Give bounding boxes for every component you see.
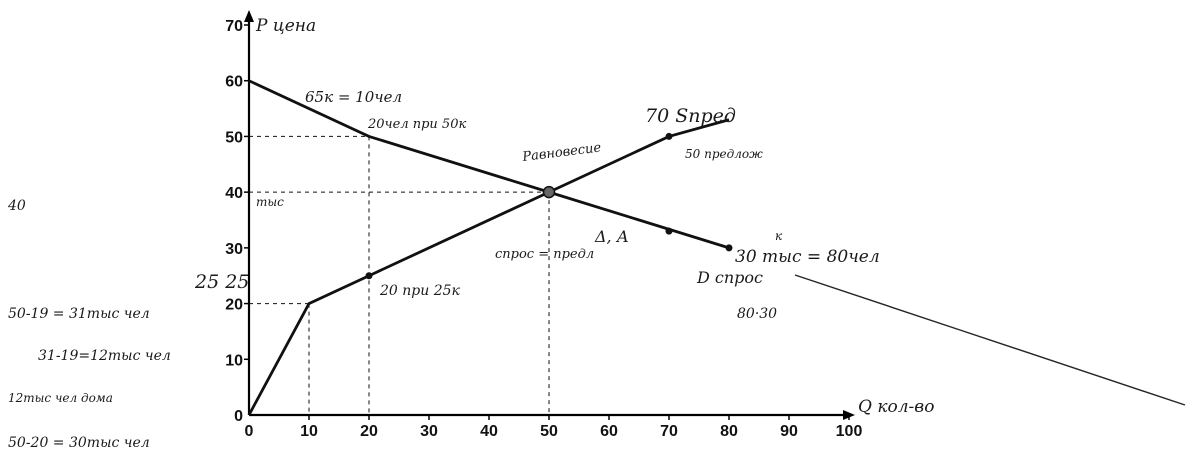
note-delta: Δ, А	[594, 227, 629, 246]
side-note: 31-19=12тыс чел	[38, 348, 171, 364]
demand-curve	[248, 79, 730, 250]
side-note: 40	[7, 198, 26, 214]
curve-point	[665, 132, 673, 140]
pen-stroke	[794, 274, 1186, 406]
x-tick-label: 50	[540, 423, 558, 440]
curve-point	[665, 227, 673, 235]
note-pt-60: 65к = 10чел	[305, 88, 402, 106]
note-supply-50: 50 предлож	[685, 147, 763, 161]
x-tick-label: 0	[245, 423, 254, 440]
note-demand-30-k: к	[775, 229, 783, 243]
y-tick-label: 50	[225, 129, 243, 146]
note-supply-top: 70 Sпред	[645, 105, 736, 127]
note-pt-50: 20чел при 50к	[367, 117, 466, 132]
note-demand-30: 30 тыс = 80чел	[735, 247, 880, 267]
y-tick-label: 0	[234, 408, 243, 425]
y-axis-label: P цена	[255, 16, 316, 36]
side-note: 50-19 = 31тыс чел	[8, 306, 150, 322]
x-tick-label: 80	[720, 423, 738, 440]
note-supply-20: 20 при 25к	[379, 283, 461, 299]
y-tick-label: 60	[225, 74, 243, 91]
side-note: 12тыс чел дома	[8, 391, 113, 405]
note-left-25: 25 25	[194, 271, 249, 293]
x-tick-label: 20	[360, 423, 378, 440]
x-tick-label: 10	[300, 423, 318, 440]
tick-labels: 0 10 20 30 40 50 60 70 80 90 100 0 10 20 30 40 50 60 70	[225, 18, 862, 440]
y-tick-label: 20	[225, 297, 243, 314]
axes	[244, 10, 855, 420]
curve-point	[365, 272, 373, 280]
y-tick-label: 70	[225, 18, 243, 35]
x-tick-label: 30	[420, 423, 438, 440]
annotations: 65к = 10чел 20чел при 50к 70 Sпред 50 пр…	[194, 88, 880, 322]
y-axis-arrow	[244, 10, 254, 22]
x-tick-label: 70	[660, 423, 678, 440]
supply-curve	[247, 118, 730, 416]
y-tick-label: 10	[225, 352, 243, 369]
y-tick-label: 40	[225, 185, 243, 202]
curves	[247, 79, 730, 416]
x-tick-label: 100	[836, 423, 863, 440]
side-notes: 40 50-19 = 31тыс чел 31-19=12тыс чел 12т…	[7, 198, 171, 451]
x-axis-label: Q кол-во	[858, 397, 934, 417]
note-y40: тыс	[256, 195, 284, 209]
y-tick-label: 30	[225, 241, 243, 258]
curve-point	[725, 244, 733, 252]
x-tick-label: 40	[480, 423, 498, 440]
x-tick-label: 60	[600, 423, 618, 440]
equilibrium-point	[542, 185, 556, 199]
x-tick-label: 90	[780, 423, 798, 440]
note-demand-label: D спрос	[696, 268, 763, 287]
note-demand-eq: спрос = предл	[495, 247, 594, 262]
marked-points	[365, 132, 733, 280]
side-note: 50-20 = 30тыс чел	[8, 435, 150, 451]
note-demand-30-30: 80·30	[737, 306, 777, 322]
note-equilibrium: Равновесие	[521, 140, 603, 165]
